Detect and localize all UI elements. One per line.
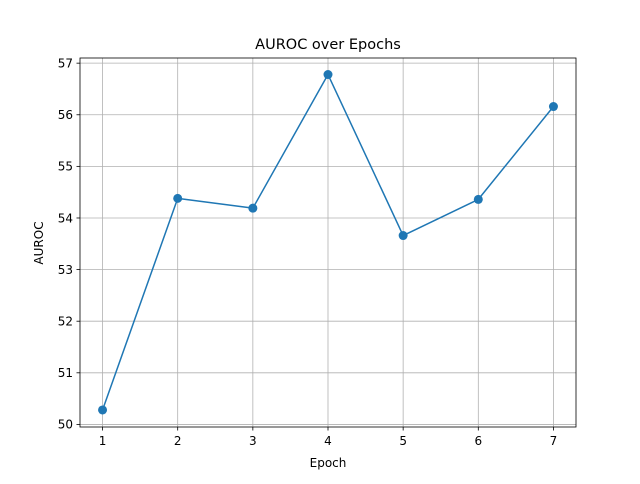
x-axis-label: Epoch [310, 456, 347, 470]
y-tick-label: 56 [58, 108, 73, 122]
grid [80, 58, 576, 427]
data-point [323, 70, 333, 80]
data-point [548, 102, 558, 112]
y-tick-label: 51 [58, 366, 73, 380]
data-point [473, 194, 483, 204]
x-tick-label: 6 [474, 434, 482, 448]
data-point [98, 405, 108, 415]
y-tick-label: 57 [58, 56, 73, 70]
x-tick-label: 7 [550, 434, 558, 448]
y-tick-label: 54 [58, 211, 73, 225]
x-tick-label: 2 [174, 434, 182, 448]
x-tick-label: 5 [399, 434, 407, 448]
series-layer [98, 70, 558, 415]
data-point [398, 231, 408, 241]
y-axis-label: AUROC [32, 221, 46, 264]
y-tick-label: 50 [58, 418, 73, 432]
data-point [248, 203, 258, 213]
x-tick-label: 1 [99, 434, 107, 448]
data-point [173, 193, 183, 203]
y-tick-label: 55 [58, 160, 73, 174]
chart-title: AUROC over Epochs [255, 37, 401, 53]
x-tick-label: 4 [324, 434, 332, 448]
x-tick-label: 3 [249, 434, 257, 448]
y-tick-label: 52 [58, 315, 73, 329]
y-tick-label: 53 [58, 263, 73, 277]
